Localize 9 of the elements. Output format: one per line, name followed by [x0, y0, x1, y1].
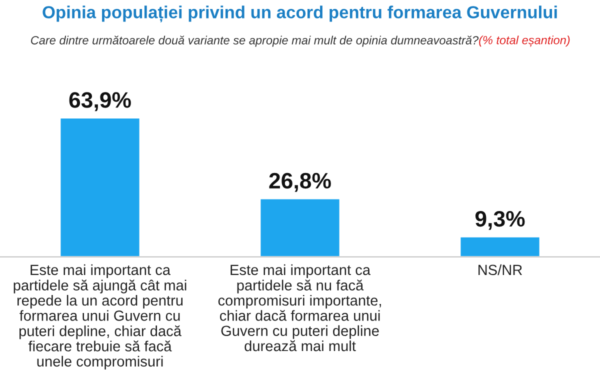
x-tick-label: NS/NR [478, 264, 522, 276]
text: (% total eșantion) [479, 36, 570, 47]
chart-title: Opinia populației privind un acord pentru formarea Guvernului [42, 6, 557, 22]
x-tick-label: Este mai important ca partidele să ajungă cât mai repede la un acord pentru formarea unui Guvern cu puteri depline, chiar dacă fiecare trebuie să facă unele compromisuri [14, 264, 186, 370]
data-label: 9,3% [475, 210, 525, 230]
x-tick-label: Este mai important ca partidele să nu facă compromisuri importante, chiar dacă formarea unui Guvern cu puteri depline durează mai mult [218, 264, 381, 352]
chart-subtitle: Care dintre următoarele două variante se apropie mai mult de opinia dumneavoastră? [31, 36, 479, 47]
data-label: 63,9% [69, 92, 131, 112]
data-label: 26,8% [269, 172, 331, 192]
